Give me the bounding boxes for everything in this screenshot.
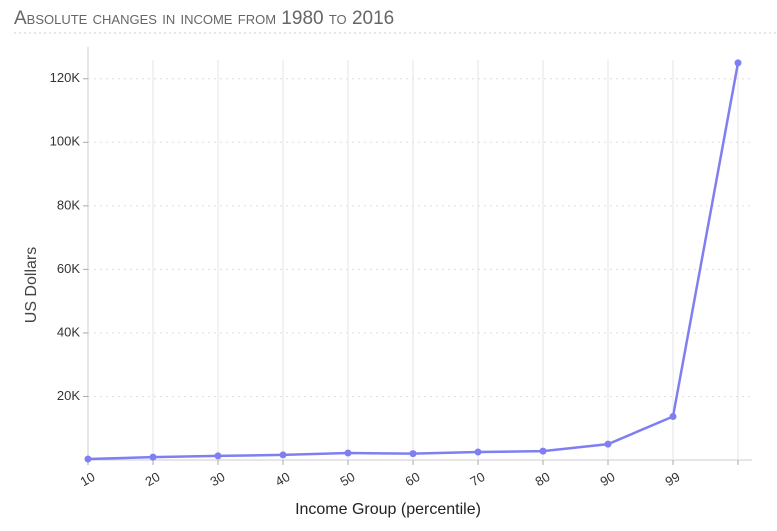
x-tick-label: 90 bbox=[597, 469, 617, 489]
data-point bbox=[734, 59, 742, 67]
x-tick-label: 10 bbox=[77, 469, 97, 489]
y-tick-label: 20K bbox=[57, 388, 80, 403]
data-point bbox=[474, 448, 482, 456]
y-tick-label: 120K bbox=[50, 70, 81, 85]
x-tick-label: 80 bbox=[532, 469, 552, 489]
y-tick-label: 60K bbox=[57, 261, 80, 276]
y-axis-title: US Dollars bbox=[23, 247, 40, 323]
y-tick-label: 80K bbox=[57, 197, 80, 212]
data-point bbox=[149, 453, 157, 461]
x-tick-label: 50 bbox=[337, 469, 357, 489]
y-tick-label: 100K bbox=[50, 134, 81, 149]
x-tick-label: 30 bbox=[207, 469, 227, 489]
data-point bbox=[84, 455, 92, 463]
x-tick-label: 99 bbox=[662, 469, 682, 489]
x-tick-label: 60 bbox=[402, 469, 422, 489]
data-point bbox=[344, 449, 352, 457]
data-point bbox=[539, 447, 547, 455]
data-point bbox=[669, 412, 677, 420]
x-tick-label: 20 bbox=[142, 469, 162, 489]
data-point bbox=[604, 440, 612, 448]
data-point bbox=[279, 451, 287, 459]
x-axis-title: Income Group (percentile) bbox=[295, 501, 481, 518]
x-tick-label: 70 bbox=[467, 469, 487, 489]
y-tick-label: 40K bbox=[57, 324, 80, 339]
data-point bbox=[214, 452, 222, 460]
x-tick-label: 40 bbox=[272, 469, 292, 489]
chart-title: Absolute changes in income from 1980 to … bbox=[14, 8, 394, 29]
data-point bbox=[409, 450, 417, 458]
